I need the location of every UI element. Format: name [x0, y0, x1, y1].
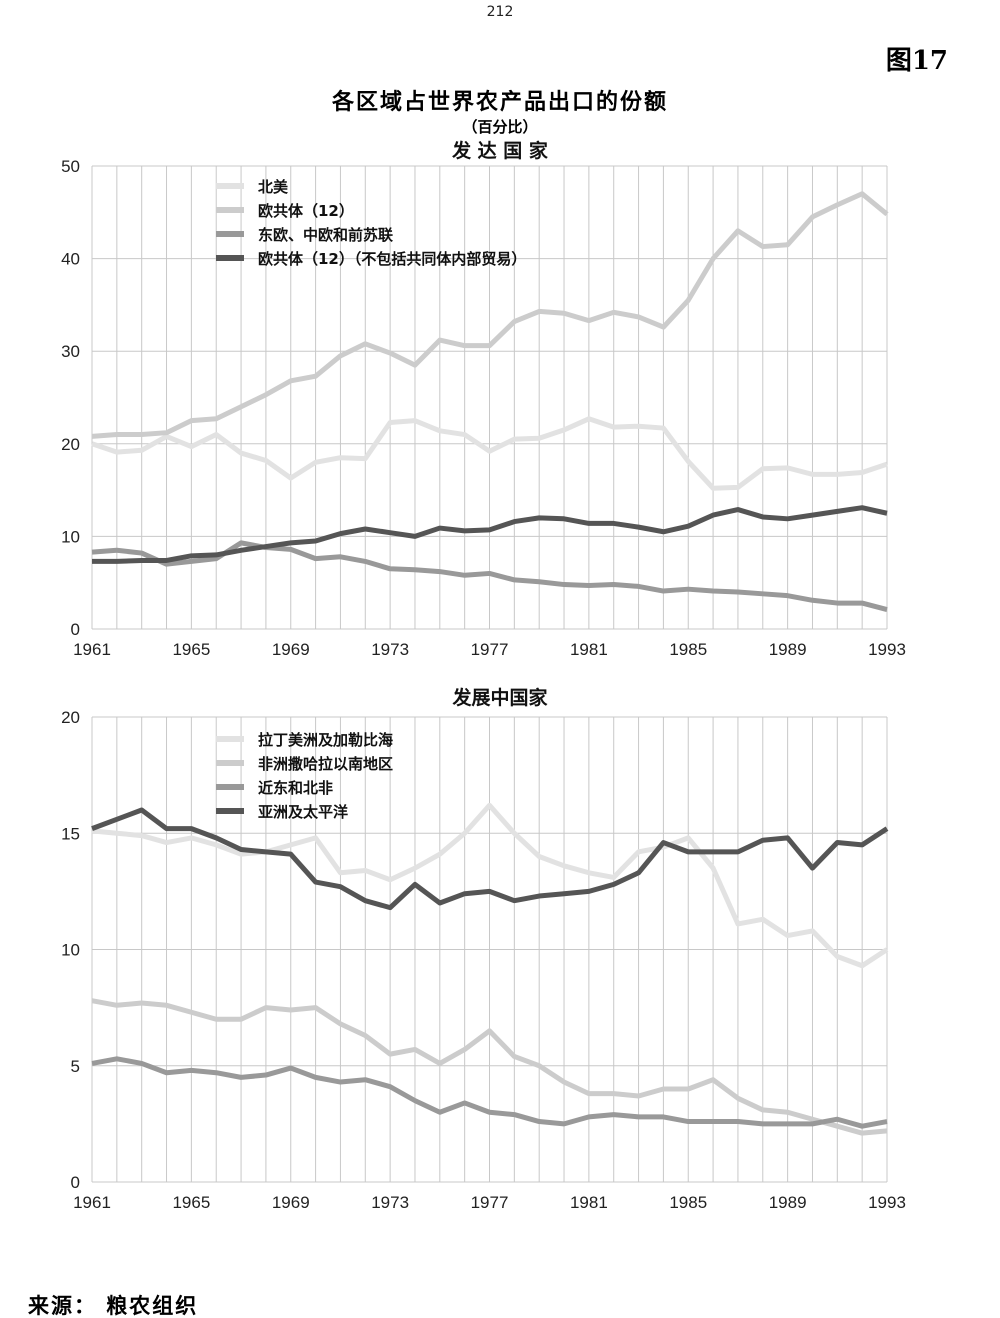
- chart-panel-0: 0 10 20 30 40 50 1961 1965 1969 1973 1977 1981 1985 1…: [61, 139, 906, 659]
- y-tick-label: 40: [61, 250, 80, 269]
- chart-title: 各区域占世界农产品出口的份额: [331, 90, 668, 115]
- legend-label: 拉丁美洲及加勒比海: [258, 731, 393, 749]
- x-tick-label: 1977: [471, 1193, 509, 1212]
- source-note: 来源： 粮农组织: [28, 1294, 199, 1318]
- page-number: 212: [486, 4, 514, 20]
- legend-label: 近东和北非: [258, 779, 333, 797]
- y-tick-label: 0: [71, 1173, 80, 1192]
- x-tick-label: 1993: [868, 1193, 906, 1212]
- x-tick-label: 1985: [669, 640, 707, 659]
- figure-label: 图17: [885, 46, 948, 76]
- x-tick-label: 1973: [371, 1193, 409, 1212]
- panel-title: 发展中国家: [451, 686, 548, 709]
- x-tick-label: 1993: [868, 640, 906, 659]
- y-tick-label: 20: [61, 708, 80, 727]
- y-tick-label: 5: [71, 1057, 80, 1076]
- x-tick-label: 1961: [73, 1193, 111, 1212]
- y-tick-label: 30: [61, 342, 80, 361]
- legend-label: 北美: [258, 178, 289, 196]
- y-tick-label: 20: [61, 435, 80, 454]
- x-tick-label: 1973: [371, 640, 409, 659]
- x-tick-label: 1981: [570, 1193, 608, 1212]
- y-tick-label: 0: [71, 620, 80, 639]
- x-tick-label: 1977: [471, 640, 509, 659]
- x-tick-label: 1989: [769, 640, 807, 659]
- legend-label: 非洲撒哈拉以南地区: [258, 755, 393, 773]
- x-tick-label: 1969: [272, 1193, 310, 1212]
- legend-label: 欧共体（12）: [258, 202, 354, 220]
- x-tick-label: 1961: [73, 640, 111, 659]
- y-tick-label: 10: [61, 527, 80, 546]
- chart-panel-1: 0 5 10 15 20 1961 1965 1969 1973 1977 1981 1985 1989…: [61, 686, 906, 1212]
- y-tick-label: 10: [61, 941, 80, 960]
- panel-title: 发 达 国 家: [451, 139, 549, 162]
- y-tick-label: 15: [61, 824, 80, 843]
- x-tick-label: 1985: [669, 1193, 707, 1212]
- x-tick-label: 1989: [769, 1193, 807, 1212]
- x-tick-label: 1981: [570, 640, 608, 659]
- legend-label: 东欧、中欧和前苏联: [258, 226, 394, 244]
- chart-subtitle: （百分比）: [462, 118, 538, 136]
- x-tick-label: 1965: [172, 1193, 210, 1212]
- x-tick-label: 1969: [272, 640, 310, 659]
- x-tick-label: 1965: [172, 640, 210, 659]
- legend-label: 欧共体（12）（不包括共同体内部贸易）: [258, 250, 526, 268]
- legend-label: 亚洲及太平洋: [258, 803, 348, 821]
- y-tick-label: 50: [61, 157, 80, 176]
